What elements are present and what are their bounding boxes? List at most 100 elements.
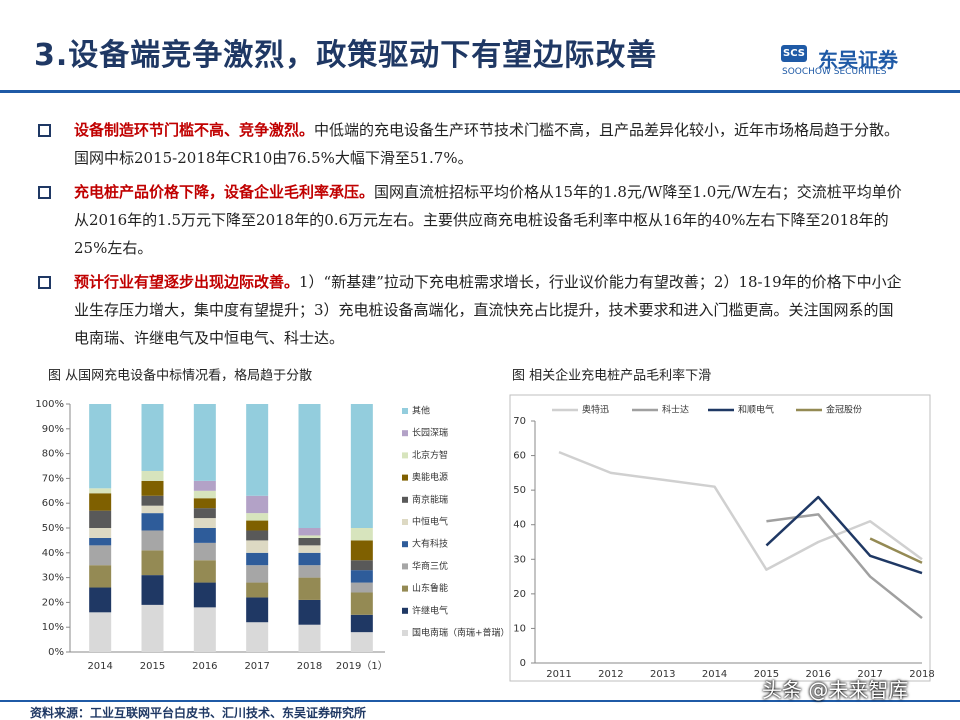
x-tick-label: 2012	[598, 669, 623, 680]
bullet-text: 国网直流桩招标平均价格从15年的1.8元/W降至1.0元/W左右；交流桩平均单价…	[74, 183, 902, 257]
y-tick-label: 0%	[48, 647, 64, 658]
bar-segment	[141, 604, 164, 652]
y-tick-label: 80%	[42, 449, 64, 460]
y-tick-label: 60%	[42, 498, 64, 509]
legend-label: 山东鲁能	[412, 582, 448, 594]
bar-segment	[350, 570, 373, 583]
bullet-lead: 充电桩产品价格下降，设备企业毛利率承压。	[74, 183, 375, 201]
line-series	[765, 495, 923, 575]
bar-segment	[193, 560, 216, 583]
bar-segment	[89, 493, 112, 511]
bar-segment	[193, 582, 216, 608]
bullet-list: 设备制造环节门槛不高、竞争激烈。中低端的充电设备生产环节技术门槛不高，且产品差异…	[36, 116, 906, 358]
bar-segment	[193, 542, 216, 561]
y-tick-label: 50	[513, 485, 526, 496]
bar-segment	[89, 404, 112, 489]
bullet-text: 中低端的充电设备生产环节技术门槛不高，且产品差异化较小，近年市场格局趋于分散。国…	[74, 121, 900, 167]
logo-en: SOOCHOW SECURITIES	[782, 67, 887, 77]
bullet: 设备制造环节门槛不高、竞争激烈。中低端的充电设备生产环节技术门槛不高，且产品差异…	[36, 116, 906, 172]
y-tick-label: 10	[513, 623, 526, 634]
bar-segment	[298, 404, 321, 528]
source-note: 资料来源：工业互联网平台白皮书、汇川技术、东吴证券研究所	[30, 706, 367, 720]
bar-segment	[193, 490, 216, 499]
legend-swatch	[402, 496, 408, 503]
bar-segment	[141, 480, 164, 496]
line-series	[869, 537, 923, 564]
x-tick-label: 2019（1）	[336, 660, 388, 672]
x-tick-label: 2016	[806, 669, 831, 680]
legend-swatch	[402, 585, 408, 592]
watermark: 头条 @未来智库	[762, 678, 909, 702]
charts: 图 从国网充电设备中标情况看，格局趋于分散 0% 10% 20% 30% 40% 50% 60…	[35, 368, 935, 682]
legend-swatch	[402, 430, 408, 437]
bar-segment	[89, 587, 112, 613]
bullet-box	[38, 186, 51, 199]
x-tick-label: 2014	[702, 669, 727, 680]
bar-segment	[298, 565, 321, 578]
bar-segment	[298, 535, 321, 538]
x-tick-label: 2016	[192, 661, 217, 672]
y-tick-label: 20	[513, 589, 526, 600]
bar-segment	[350, 540, 373, 561]
chart-title: 图 从国网充电设备中标情况看，格局趋于分散	[48, 368, 312, 384]
legend-label: 中恒电气	[412, 516, 448, 528]
bar-segment	[246, 404, 269, 496]
legend-label: 南京能瑞	[412, 493, 448, 505]
x-tick-label: 2015	[140, 661, 165, 672]
bar-segment	[193, 508, 216, 519]
bar-segment	[246, 582, 269, 598]
y-tick-label: 30%	[42, 573, 64, 584]
bullet: 预计行业有望逐步出现边际改善。1）“新基建”拉动下充电桩需求增长，行业议价能力有…	[36, 268, 906, 352]
bar-segment	[89, 537, 112, 546]
line-series	[766, 513, 923, 620]
y-tick-label: 20%	[42, 597, 64, 608]
bar-segment	[298, 624, 321, 652]
legend-swatch	[402, 630, 408, 636]
bar-segment	[246, 513, 269, 521]
line-series	[558, 450, 923, 571]
y-tick-label: 50%	[42, 523, 64, 534]
y-tick-label: 40%	[42, 548, 64, 559]
bar-segment	[246, 622, 269, 652]
legend-swatch	[402, 408, 408, 414]
bar-segment	[350, 592, 373, 615]
legend-label: 奥特迅	[582, 404, 609, 416]
bar-segment	[193, 480, 216, 491]
bar-segment	[350, 528, 373, 541]
chart-title: 图 相关企业充电桩产品毛利率下滑	[512, 368, 711, 384]
legend-swatch	[402, 452, 408, 459]
bar-segment	[246, 597, 269, 623]
bullet: 充电桩产品价格下降，设备企业毛利率承压。国网直流桩招标平均价格从15年的1.8元…	[36, 178, 906, 262]
legend-label: 华商三优	[412, 560, 448, 572]
bar-segment	[193, 498, 216, 509]
y-tick-label: 70	[513, 416, 526, 427]
x-tick-label: 2018	[297, 661, 322, 672]
legend-label: 科士达	[662, 404, 689, 416]
legend-label: 奥能电源	[412, 471, 448, 483]
bullet-lead: 设备制造环节门槛不高、竞争激烈。	[74, 121, 315, 139]
bar-segment	[141, 530, 164, 551]
legend-label: 其他	[412, 405, 430, 417]
y-tick-label: 30	[513, 554, 526, 565]
x-tick-label: 2011	[546, 669, 571, 680]
bar-segment	[89, 545, 112, 566]
bar-segment	[246, 495, 269, 514]
header-rule	[0, 90, 960, 93]
bar-segment	[246, 520, 269, 531]
bar-segment	[298, 599, 321, 625]
bar-segment	[141, 575, 164, 605]
legend-swatch	[402, 474, 408, 481]
legend-label: 和顺电气	[738, 404, 774, 416]
bar-segment	[193, 404, 216, 481]
bar-segment	[89, 510, 112, 528]
x-tick-label: 2017	[244, 661, 269, 672]
bar-segment	[141, 550, 164, 576]
x-tick-label: 2018	[909, 669, 934, 680]
legend-swatch	[402, 519, 408, 525]
bar-segment	[298, 537, 321, 546]
x-tick-label: 2015	[754, 669, 779, 680]
x-tick-label: 2017	[857, 669, 882, 680]
bullet-box	[38, 124, 51, 137]
bar-segment	[141, 513, 164, 531]
